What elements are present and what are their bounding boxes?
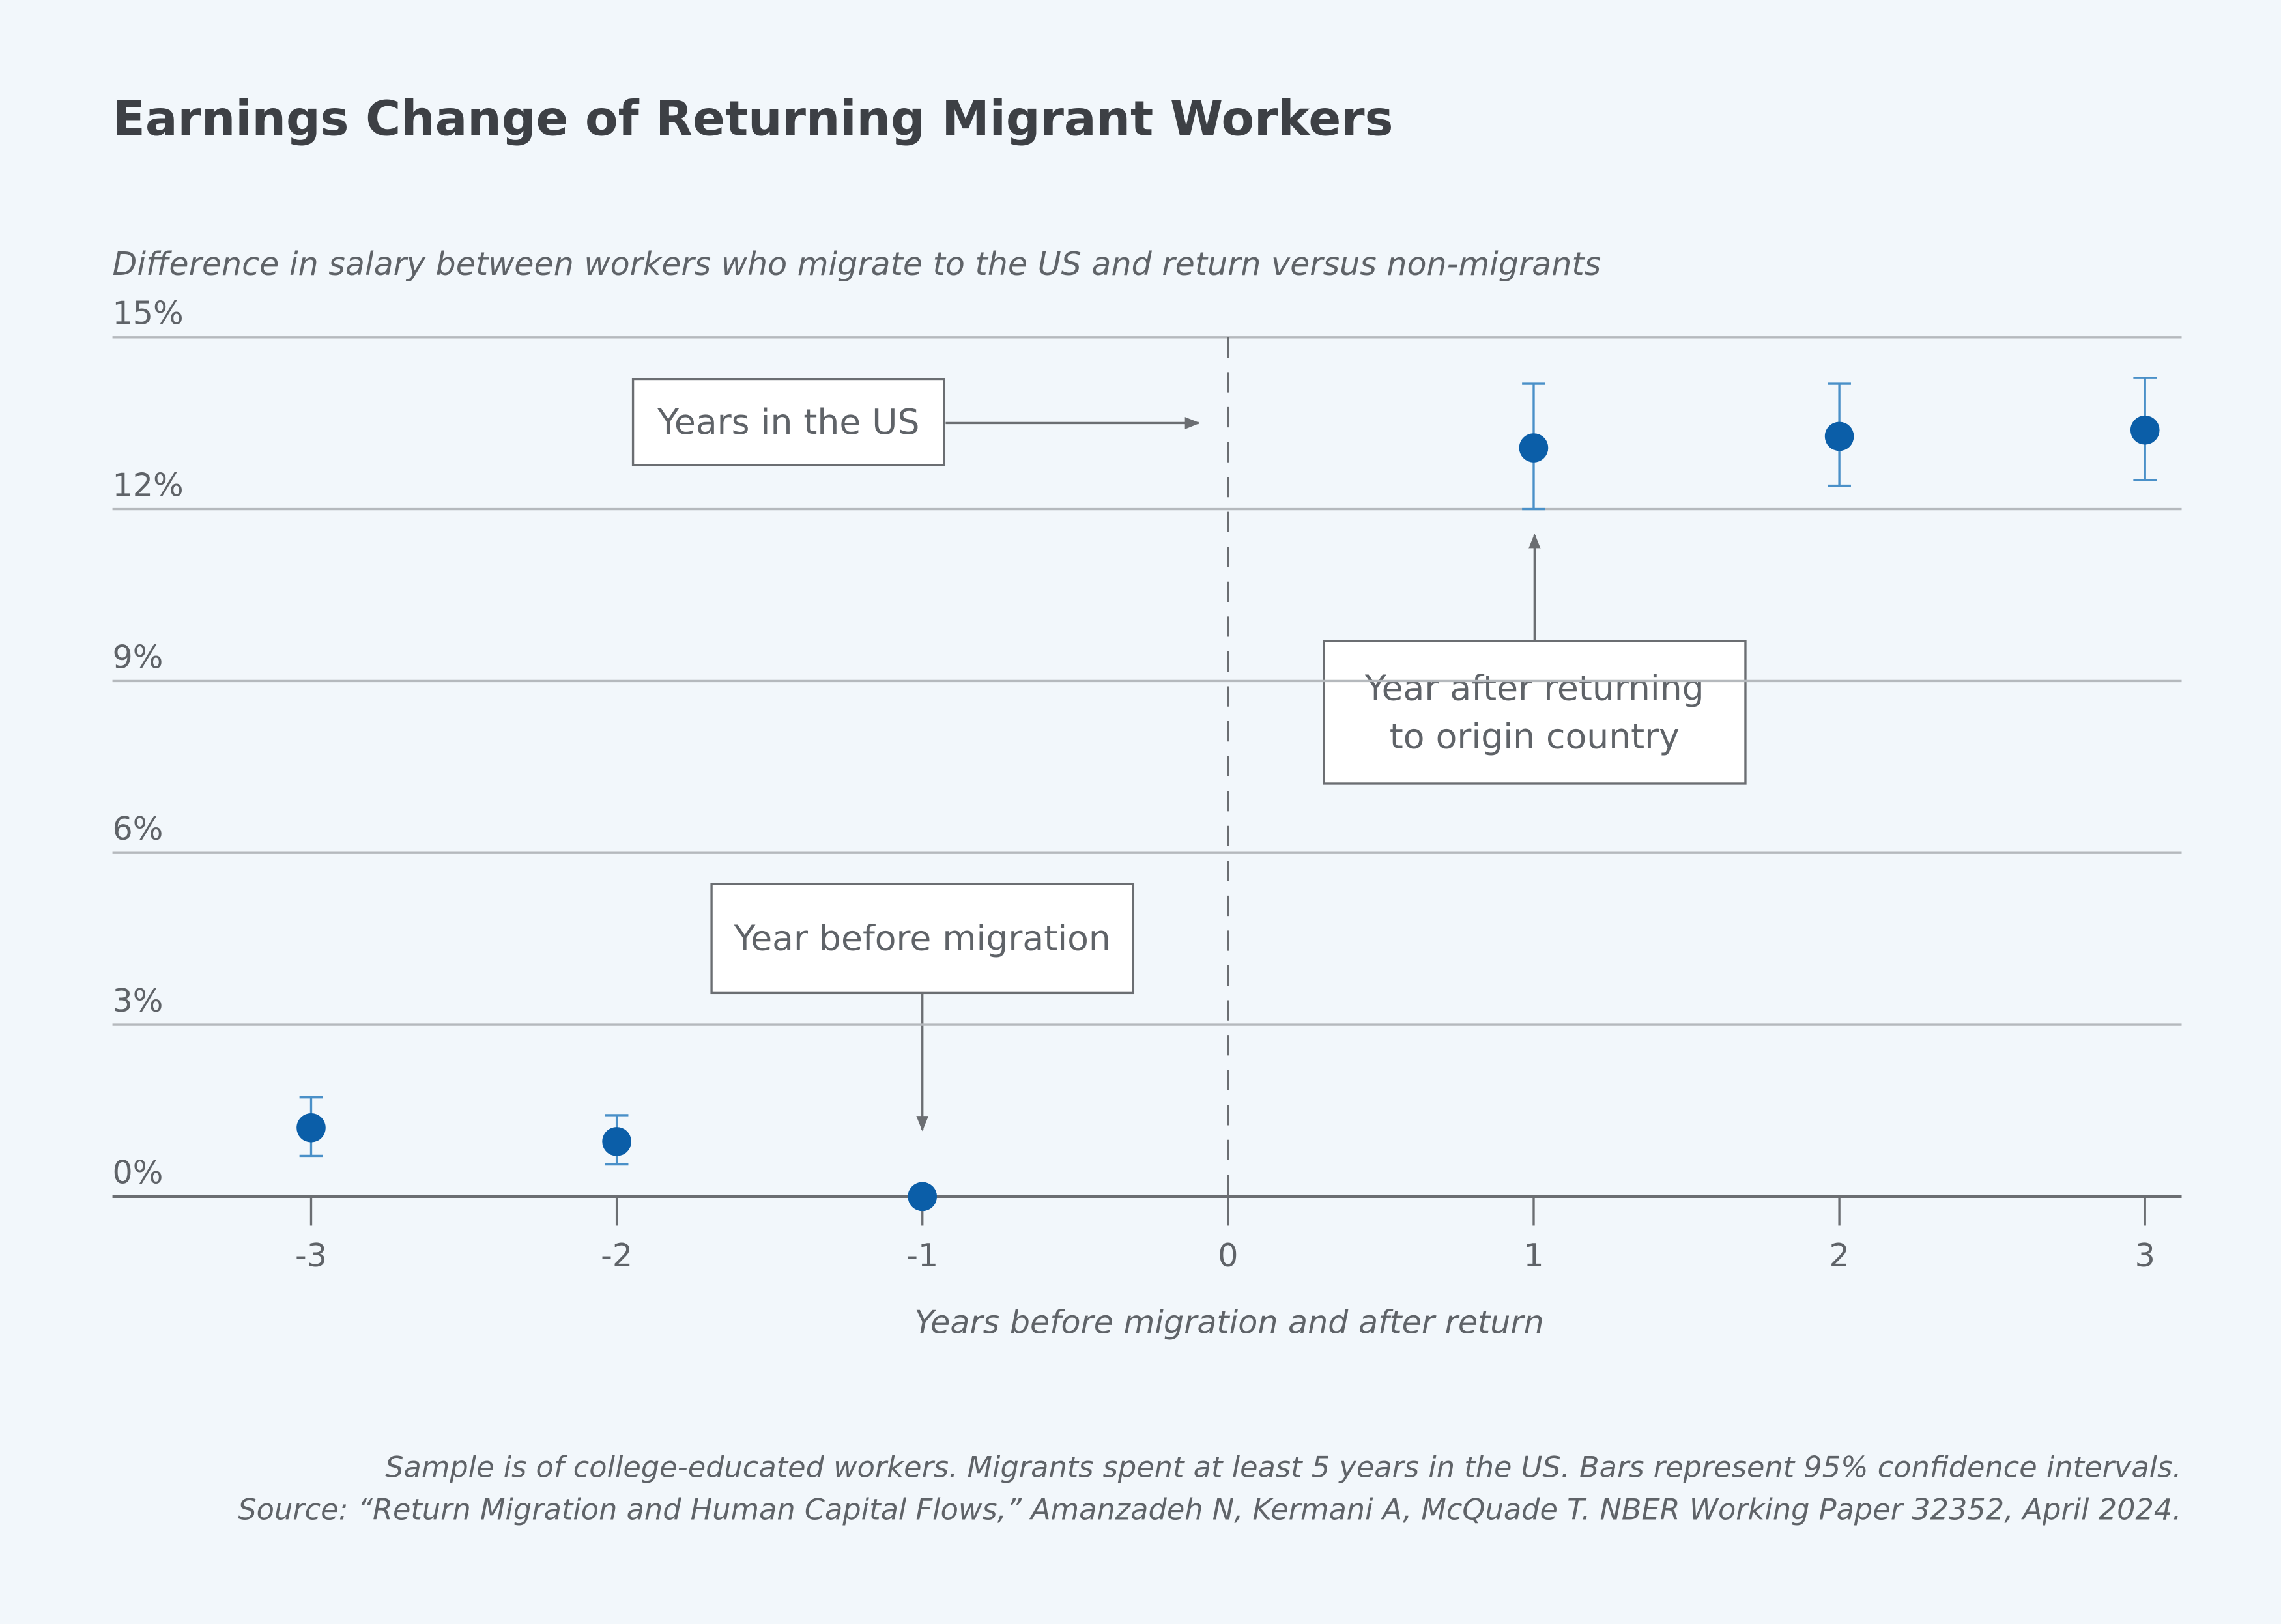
point [2130,415,2160,445]
y-tick-label: 0% [113,1154,164,1191]
point [908,1182,938,1212]
x-tick-label: 2 [1829,1236,1849,1274]
subtitle: Difference in salary between workers who… [113,245,1601,283]
x-axis-label: Years before migration and after return [915,1303,1544,1341]
annotation-text: Year before migration [734,918,1111,959]
y-tick-label: 12% [113,466,184,504]
point [602,1127,631,1156]
point [1519,433,1549,463]
annotation-box [631,378,945,466]
footnote: Sample is of college-educated workers. M… [385,1451,2181,1485]
x-tick-label: -1 [906,1236,938,1274]
y-tick-label: 15% [113,294,184,332]
x-tick-label: 0 [1218,1236,1238,1274]
annotation-text: Year after returning [1364,668,1704,709]
annotation-text: to origin country [1390,715,1680,756]
y-tick-label: 6% [113,810,164,848]
annotation-text: Years in the US [657,401,919,442]
annotations: Years in the US Year after returning to or… [631,378,1747,1132]
point [1824,421,1854,451]
x-tick-label: 3 [2135,1236,2155,1274]
y-tick-label: 9% [113,638,164,676]
point [296,1113,326,1143]
y-tick-label: 3% [113,982,164,1019]
x-tick-label: -2 [601,1236,633,1274]
x-tick-label: 1 [1523,1236,1543,1274]
chart-title: Earnings Change of Returning Migrant Wor… [113,92,1394,147]
annotation-box [1323,640,1747,785]
annotation-box [710,883,1135,995]
x-tick-label: -3 [295,1236,327,1274]
footnote: Source: “Return Migration and Human Capi… [238,1492,2181,1526]
